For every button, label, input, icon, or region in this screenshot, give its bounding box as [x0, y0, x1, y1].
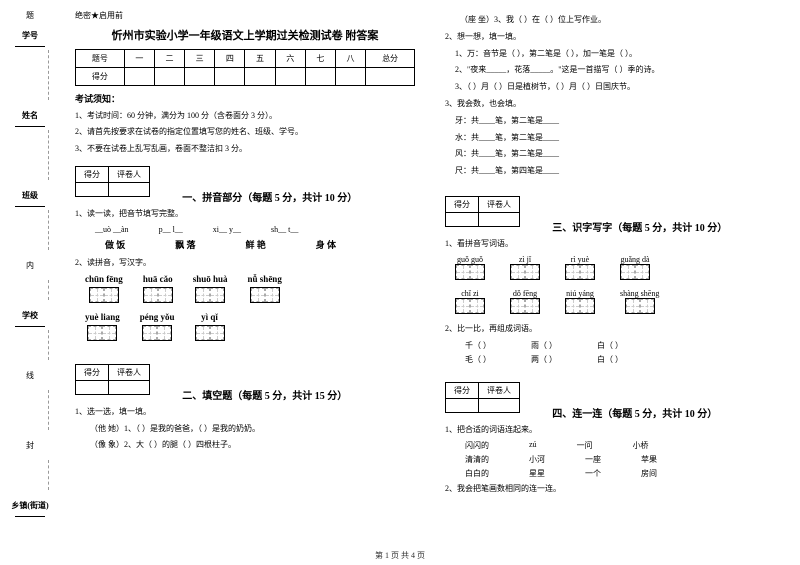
- char-grid[interactable]: [565, 264, 595, 280]
- fill-line: 水：共____笔，第二笔是____: [455, 132, 785, 145]
- pinyin-group: guǎng dà: [620, 255, 650, 281]
- dash-line: [48, 210, 49, 250]
- section-4-title: 四、连一连（每题 5 分，共计 10 分）: [552, 405, 717, 420]
- pinyin-group: rì yuè: [565, 255, 595, 281]
- q2-text: 2、读拼音，写汉字。: [75, 257, 415, 270]
- side-seal: 封: [0, 440, 60, 451]
- char-grid[interactable]: [455, 298, 485, 314]
- char-grid[interactable]: [510, 298, 540, 314]
- match-row: 清清的小河一座苹果: [465, 454, 785, 465]
- q3-title: 3、我会数，也会填。: [445, 98, 785, 111]
- char-grid[interactable]: [625, 298, 655, 314]
- pinyin-grid-row2: yuè liang péng yǒu yì qǐ: [85, 312, 415, 342]
- hanzi-row: 做 饭 飘 落 鲜 艳 身 体: [105, 238, 415, 251]
- page-content: 绝密★启用前 忻州市实验小学一年级语文上学期过关检测试卷 附答案 题号一二三四五…: [70, 10, 790, 555]
- q-text: 1、选一选，填一填。: [75, 406, 415, 419]
- fill-line: （他 她）1、（ ）是我的爸爸，（ ）是我的奶奶。: [90, 423, 415, 436]
- pinyin-group: zì jǐ: [510, 255, 540, 281]
- table-row: 得分: [76, 68, 415, 86]
- pinyin-grid-row1: chūn fēng huā cǎo shuō huà nǚ shēng: [85, 274, 415, 304]
- side-student-id: 学号: [0, 30, 60, 50]
- instruction-item: 1、考试时间：60 分钟，满分为 100 分（含卷面分 3 分）。: [75, 109, 415, 123]
- q1-text: 1、读一读，把音节填写完整。: [75, 208, 415, 221]
- scorer-box: 得分评卷人: [445, 382, 520, 413]
- dash-line: [48, 280, 49, 300]
- fill-line: 尺：共____笔，第四笔是____: [455, 165, 785, 178]
- exam-title: 忻州市实验小学一年级语文上学期过关检测试卷 附答案: [75, 27, 415, 43]
- pinyin-grid-row: guǒ guǒ zì jǐ rì yuè guǎng dà: [455, 255, 785, 281]
- dash-line: [48, 130, 49, 180]
- instruction-item: 3、不要在试卷上乱写乱画，卷面不整洁扣 3 分。: [75, 142, 415, 156]
- pinyin-group: yuè liang: [85, 312, 120, 342]
- dash-line: [48, 390, 49, 430]
- compare-row: 毛（ ）两（ ）白（ ）: [465, 354, 785, 365]
- table-row: 题号一二三四五六七八总分: [76, 50, 415, 68]
- instruction-item: 2、请首先按要求在试卷的指定位置填写您的姓名、班级、学号。: [75, 125, 415, 139]
- instructions: 1、考试时间：60 分钟，满分为 100 分（含卷面分 3 分）。 2、请首先按…: [75, 109, 415, 156]
- fill-line: 风：共____笔，第二笔是____: [455, 148, 785, 161]
- side-school: 学校: [0, 310, 60, 330]
- scorer-box: 得分评卷人: [75, 364, 150, 395]
- dash-line: [48, 460, 49, 490]
- side-inner: 内: [0, 260, 60, 271]
- q-text: 1、把合适的词语连起来。: [445, 424, 785, 437]
- fill-line: （座 坐）3、我（ ）在（ ）位上写作业。: [460, 14, 785, 27]
- q-text: 1、看拼音写词语。: [445, 238, 785, 251]
- pinyin-group: dǒ fēng: [510, 289, 540, 315]
- pinyin-group: yì qǐ: [195, 312, 225, 342]
- section-3-title: 三、识字写字（每题 5 分，共计 10 分）: [552, 219, 727, 234]
- char-grid[interactable]: [195, 325, 225, 341]
- side-line-text: 线: [0, 370, 60, 381]
- q-text: 2、比一比，再组成词语。: [445, 323, 785, 336]
- char-grid[interactable]: [510, 264, 540, 280]
- confidential-mark: 绝密★启用前: [75, 10, 415, 21]
- compare-row: 千（ ）雨（ ）白（ ）: [465, 340, 785, 351]
- char-grid[interactable]: [565, 298, 595, 314]
- match-row: 白白的星星一个房间: [465, 468, 785, 479]
- pinyin-group: huā cǎo: [143, 274, 173, 304]
- side-class: 班级: [0, 190, 60, 210]
- q2-title: 2、想一想，填一填。: [445, 31, 785, 44]
- pinyin-grid-row: chǐ zi dǒ fēng niú yáng shàng shēng: [455, 289, 785, 315]
- page-footer: 第 1 页 共 4 页: [0, 550, 800, 561]
- pinyin-group: chǐ zi: [455, 289, 485, 315]
- syllable-row: __uò __àn p__ l__ xi__ y__ sh__ t__: [95, 225, 415, 234]
- char-grid[interactable]: [143, 287, 173, 303]
- right-column: （座 坐）3、我（ ）在（ ）位上写作业。 2、想一想，填一填。 1、万：音节是…: [440, 10, 790, 555]
- char-grid[interactable]: [250, 287, 280, 303]
- pinyin-group: niú yáng: [565, 289, 595, 315]
- pinyin-group: nǚ shēng: [248, 274, 282, 304]
- side-name: 姓名: [0, 110, 60, 130]
- fill-line: （像 象）2、大（ ）的腿（ ）四根柱子。: [90, 439, 415, 452]
- section-2-title: 二、填空题（每题 5 分，共计 15 分）: [182, 387, 347, 402]
- pinyin-group: shàng shēng: [620, 289, 659, 315]
- match-row: 闪闪的zú一问小桥: [465, 440, 785, 451]
- char-grid[interactable]: [620, 264, 650, 280]
- fill-line: 2、"夜来_____，花落_____。"这是一首描写（ ）季的诗。: [455, 64, 785, 77]
- pinyin-group: guǒ guǒ: [455, 255, 485, 281]
- char-grid[interactable]: [87, 325, 117, 341]
- scorer-box: 得分评卷人: [445, 196, 520, 227]
- score-table: 题号一二三四五六七八总分 得分: [75, 49, 415, 86]
- char-grid[interactable]: [455, 264, 485, 280]
- fill-line: 1、万：音节是（ ），第二笔是（ ），加一笔是（ ）。: [455, 48, 785, 61]
- dash-line: [48, 50, 49, 100]
- pinyin-group: chūn fēng: [85, 274, 123, 304]
- char-grid[interactable]: [142, 325, 172, 341]
- binding-sidebar: 题 学号 姓名 班级 内 学校 线 封 乡镇(街道): [0, 0, 60, 565]
- side-marker: 题: [0, 10, 60, 21]
- dash-line: [48, 330, 49, 360]
- char-grid[interactable]: [195, 287, 225, 303]
- fill-line: 牙：共____笔，第二笔是____: [455, 115, 785, 128]
- side-town: 乡镇(街道): [0, 500, 60, 520]
- pinyin-group: péng yǒu: [140, 312, 175, 342]
- q-text: 2、我会把笔画数相同的连一连。: [445, 483, 785, 496]
- pinyin-group: shuō huà: [193, 274, 228, 304]
- scorer-box: 得分评卷人: [75, 166, 150, 197]
- left-column: 绝密★启用前 忻州市实验小学一年级语文上学期过关检测试卷 附答案 题号一二三四五…: [70, 10, 420, 555]
- char-grid[interactable]: [89, 287, 119, 303]
- section-1-title: 一、拼音部分（每题 5 分，共计 10 分）: [182, 189, 357, 204]
- fill-line: 3、（ ）月（ ）日是植树节，（ ）月（ ）日国庆节。: [455, 81, 785, 94]
- notice-title: 考试须知：: [75, 92, 415, 105]
